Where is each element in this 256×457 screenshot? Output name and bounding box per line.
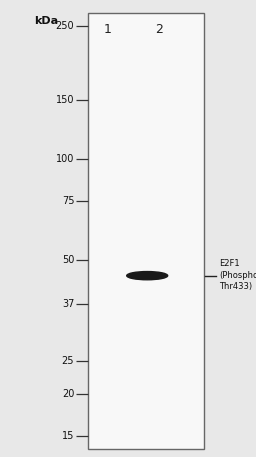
Text: 1: 1 xyxy=(104,23,111,36)
Text: kDa: kDa xyxy=(34,16,58,26)
Text: 25: 25 xyxy=(62,356,74,366)
Text: 75: 75 xyxy=(62,196,74,206)
Text: 2: 2 xyxy=(155,23,163,36)
Text: 50: 50 xyxy=(62,255,74,266)
Ellipse shape xyxy=(127,271,168,280)
Text: 150: 150 xyxy=(56,96,74,105)
Text: 15: 15 xyxy=(62,430,74,441)
Bar xyxy=(88,13,204,449)
Text: 20: 20 xyxy=(62,389,74,399)
Text: 100: 100 xyxy=(56,154,74,165)
Text: 37: 37 xyxy=(62,299,74,309)
Text: 250: 250 xyxy=(56,21,74,31)
Text: E2F1
(Phospho-
Thr433): E2F1 (Phospho- Thr433) xyxy=(219,259,256,291)
